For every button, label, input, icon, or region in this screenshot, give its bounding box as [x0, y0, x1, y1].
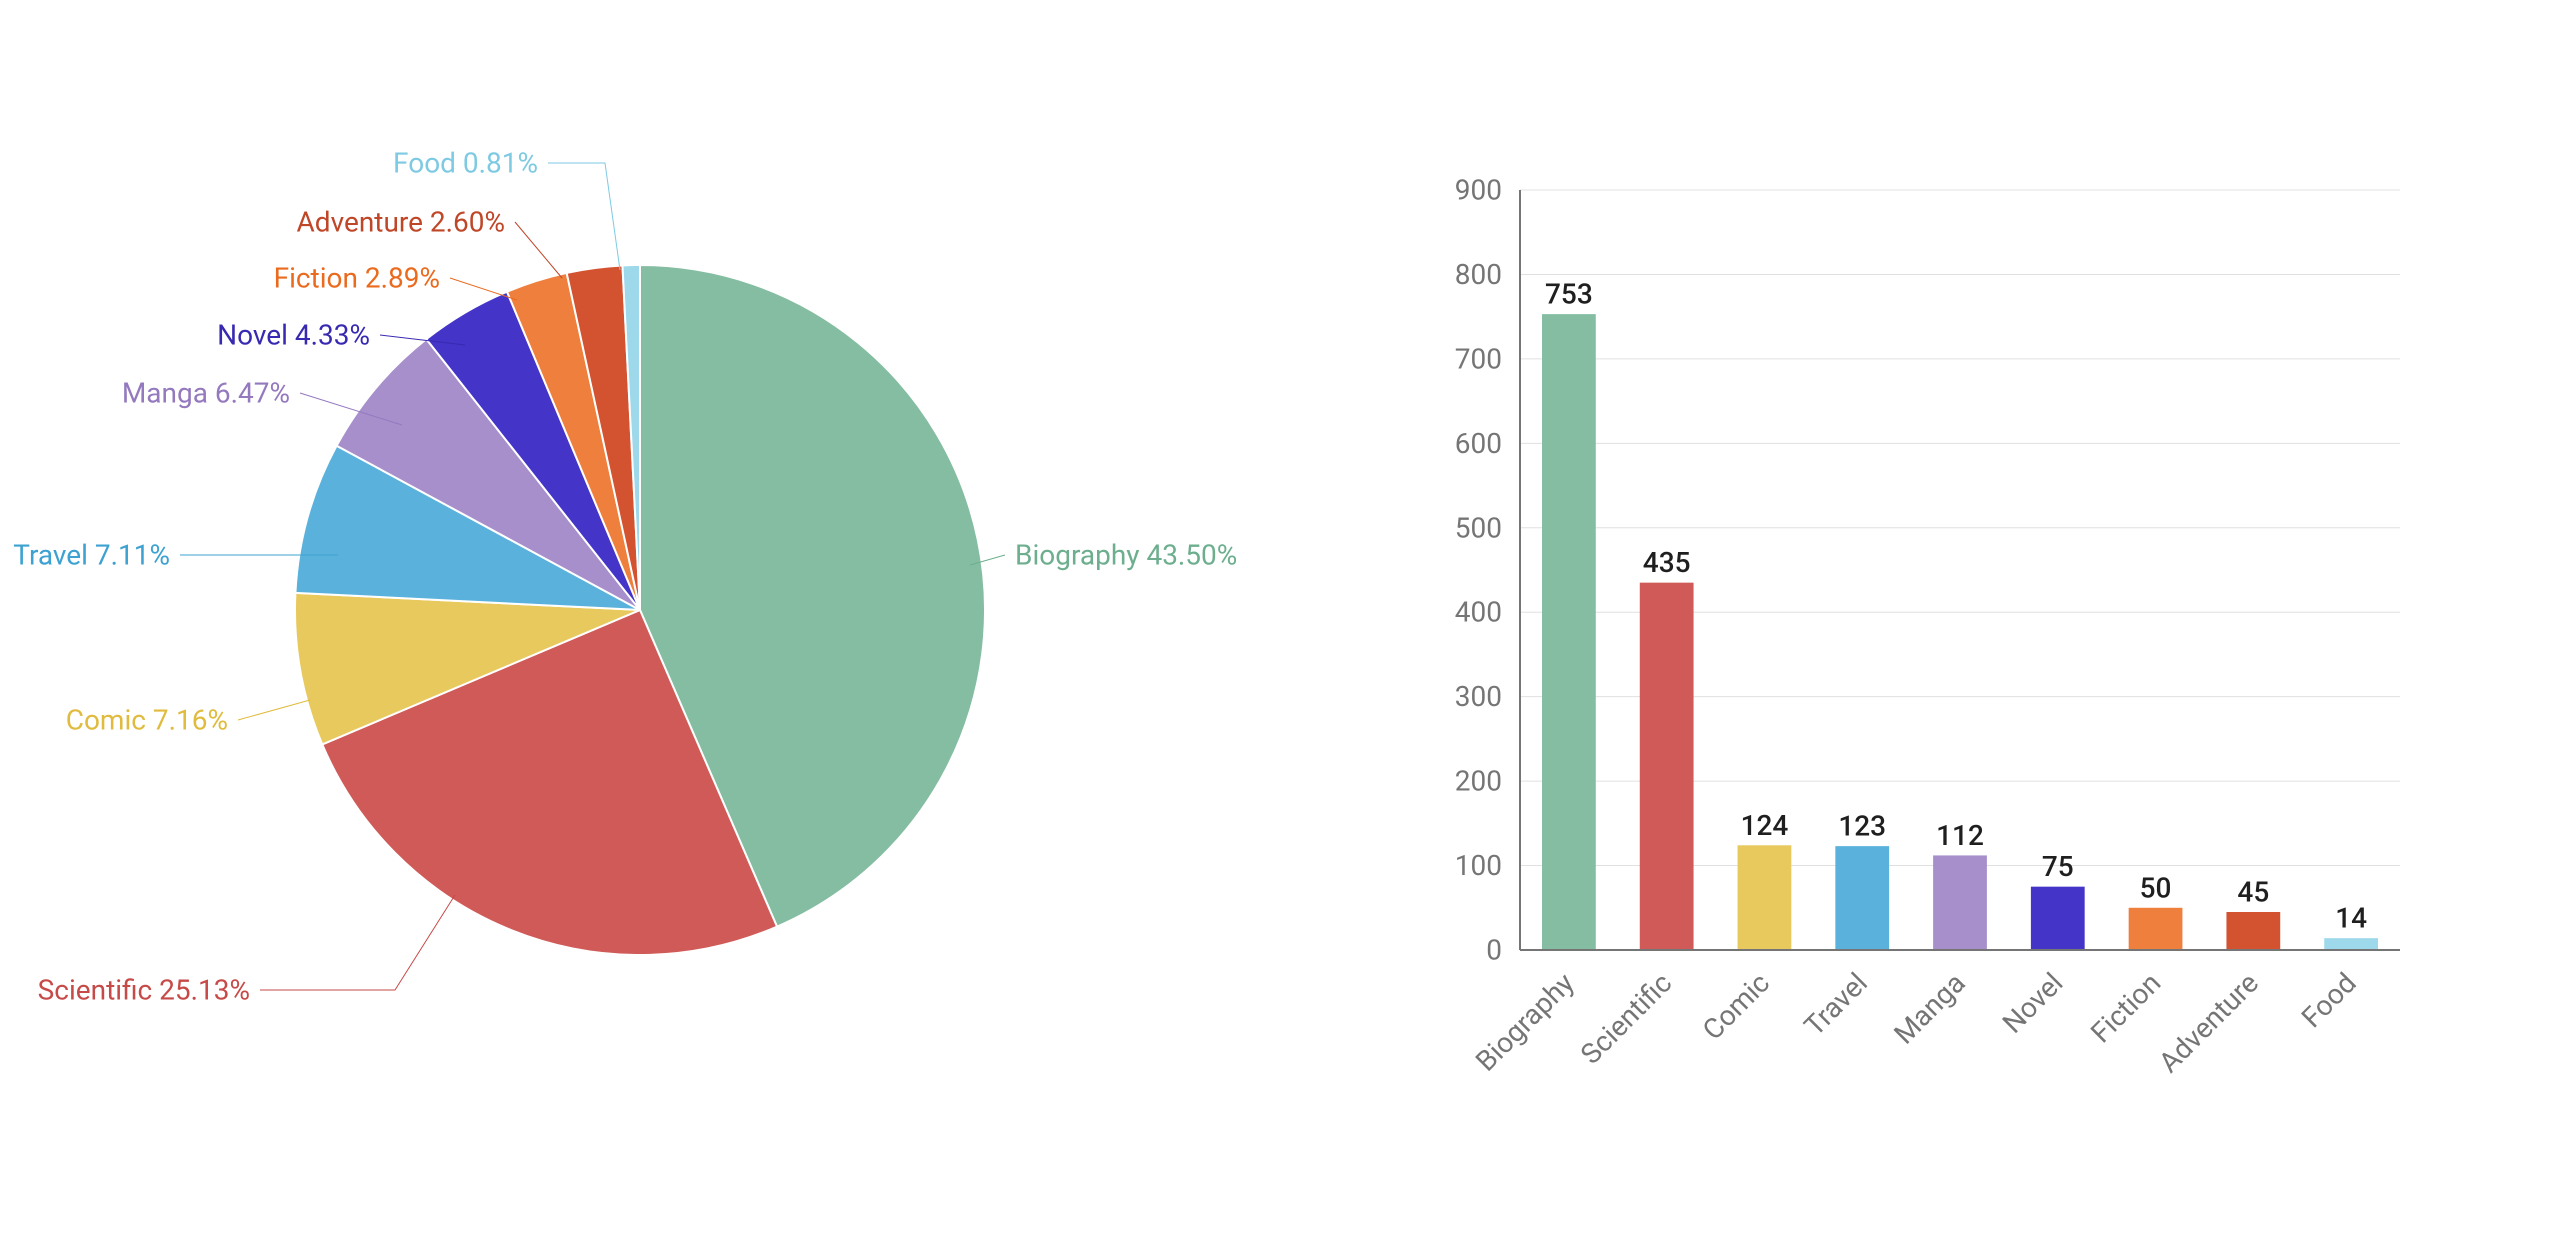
pie-leader-adventure — [515, 222, 562, 278]
x-tick-label: Scientific — [1574, 966, 1678, 1070]
pie-leader-scientific — [260, 895, 455, 990]
bar-fiction — [2129, 908, 2183, 950]
bar-value-label: 124 — [1741, 809, 1789, 842]
bar-value-label: 435 — [1643, 546, 1691, 579]
pie-leader-food — [548, 163, 620, 270]
y-tick-label: 300 — [1455, 680, 1502, 713]
bar-food — [2324, 938, 2378, 950]
pie-label-manga: Manga 6.47% — [122, 377, 290, 410]
bar-value-label: 753 — [1545, 278, 1593, 311]
pie-leader-fiction — [450, 278, 517, 300]
pie-label-fiction: Fiction 2.89% — [274, 262, 440, 295]
bar-novel — [2031, 887, 2085, 950]
pie-label-comic: Comic 7.16% — [66, 704, 228, 737]
bar-value-label: 112 — [1936, 819, 1984, 852]
y-tick-label: 400 — [1455, 596, 1502, 629]
bar-value-label: 14 — [2335, 902, 2367, 935]
pie-leader-comic — [238, 700, 310, 720]
x-tick-label: Fiction — [2084, 966, 2167, 1049]
pie-label-biography: Biography 43.50% — [1015, 539, 1237, 572]
bar-comic — [1738, 845, 1792, 950]
y-tick-label: 500 — [1455, 511, 1502, 544]
x-tick-label: Novel — [1996, 966, 2069, 1039]
x-tick-label: Adventure — [2152, 966, 2265, 1079]
pie-label-novel: Novel 4.33% — [217, 319, 370, 352]
bar-chart: 0 100 200 300 400 500 600 700 800 900 753 Biography… — [1455, 174, 2400, 1080]
bar-value-label: 45 — [2237, 876, 2269, 909]
x-tick-label: Biography — [1469, 966, 1580, 1077]
x-tick-label: Manga — [1887, 966, 1971, 1050]
pie-label-adventure: Adventure 2.60% — [297, 206, 505, 239]
charts-page: Biography 43.50% Scientific 25.13% Comic 7… — [0, 0, 2572, 1238]
bar-biography — [1542, 314, 1596, 950]
y-tick-label: 0 — [1486, 934, 1502, 967]
x-tick-label: Food — [2295, 966, 2363, 1034]
pie-label-scientific: Scientific 25.13% — [38, 974, 250, 1007]
bar-value-label: 75 — [2042, 850, 2074, 883]
pie-chart: Biography 43.50% Scientific 25.13% Comic 7… — [13, 147, 1237, 1007]
bar-adventure — [2226, 912, 2280, 950]
x-tick-label: Comic — [1696, 966, 1776, 1046]
bar-value-label: 123 — [1838, 810, 1886, 843]
y-tick-label: 200 — [1455, 765, 1502, 798]
bar-travel — [1835, 846, 1889, 950]
pie-label-food: Food 0.81% — [393, 147, 538, 180]
bar-scientific — [1640, 583, 1694, 950]
pie-label-travel: Travel 7.11% — [13, 539, 170, 572]
y-tick-label: 700 — [1455, 342, 1502, 375]
y-tick-label: 900 — [1455, 174, 1502, 207]
bar-value-label: 50 — [2140, 871, 2172, 904]
x-tick-label: Travel — [1798, 966, 1874, 1042]
y-tick-label: 800 — [1455, 258, 1502, 291]
y-tick-label: 100 — [1455, 849, 1502, 882]
charts-svg: Biography 43.50% Scientific 25.13% Comic 7… — [0, 0, 2572, 1238]
y-tick-label: 600 — [1455, 427, 1502, 460]
bar-manga — [1933, 855, 1987, 950]
